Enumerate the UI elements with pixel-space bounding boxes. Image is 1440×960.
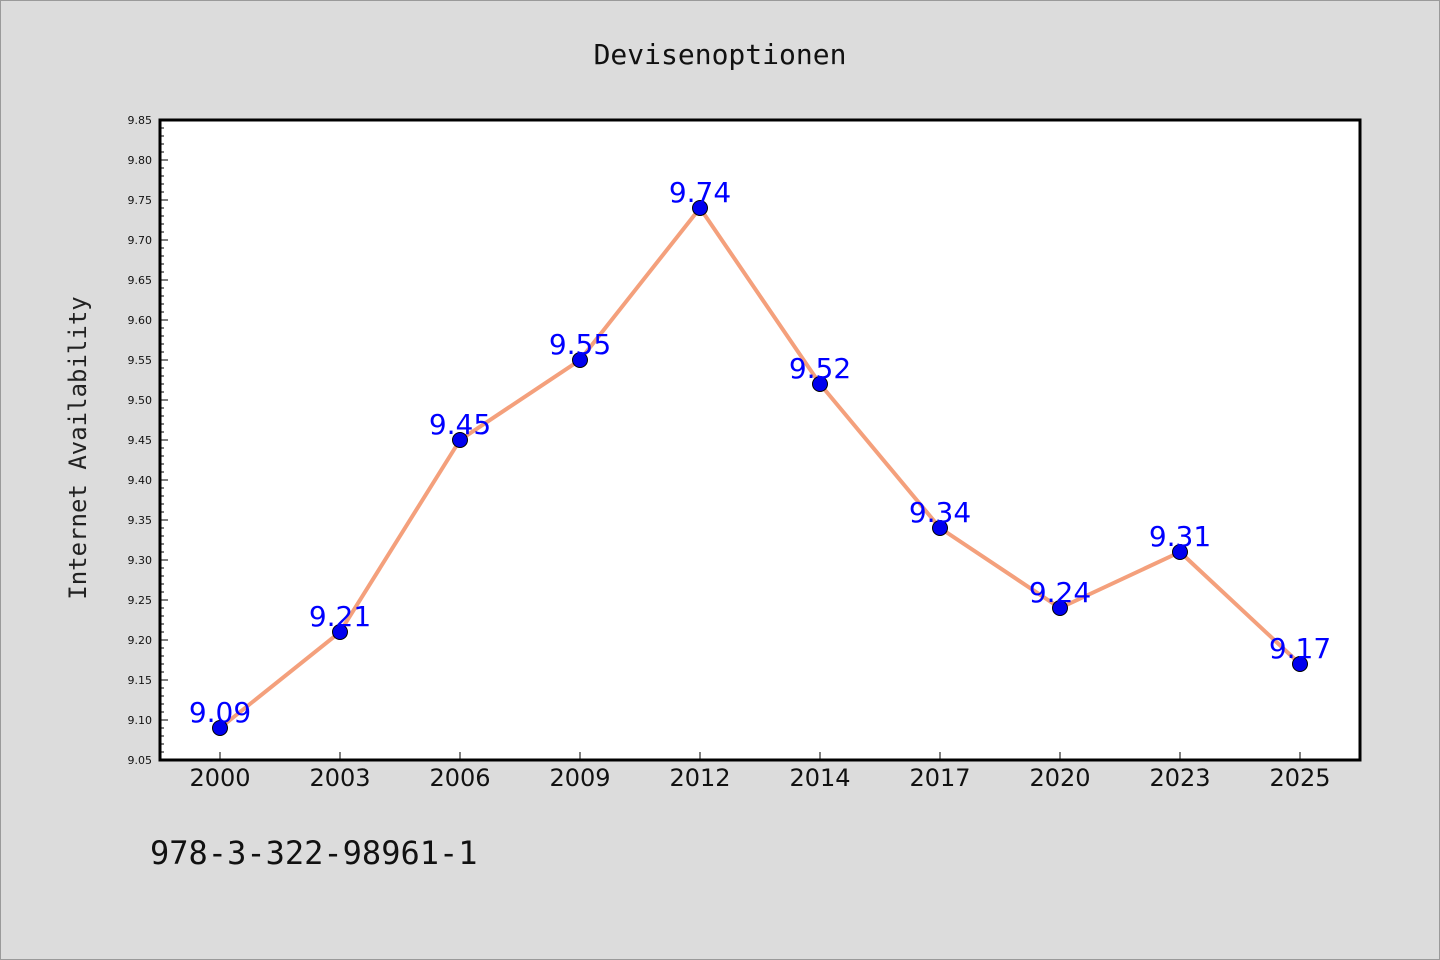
data-label: 9.21 (309, 600, 371, 633)
x-tick-label: 2025 (1269, 764, 1330, 792)
x-axis: 2000 2003 2006 2009 2012 2014 2017 2020 2023 2025 (189, 752, 1331, 792)
y-tick-label: 9.60 (128, 314, 153, 327)
series-layer: 9.09 9.21 9.45 9.55 9.74 9.52 9.34 9.24 9.31 9.17 (189, 176, 1331, 736)
x-tick-label: 2014 (789, 764, 850, 792)
y-tick-label: 9.10 (128, 714, 153, 727)
data-point (1052, 600, 1068, 616)
data-point (1172, 544, 1188, 560)
y-tick-label: 9.50 (128, 394, 153, 407)
data-label: 9.31 (1149, 520, 1211, 553)
x-tick-label: 2023 (1149, 764, 1210, 792)
data-label: 9.24 (1029, 576, 1091, 609)
y-tick-label: 9.55 (128, 354, 153, 367)
x-tick-label: 2017 (909, 764, 970, 792)
y-tick-label: 9.40 (128, 474, 153, 487)
data-point (812, 376, 828, 392)
x-tick-label: 2006 (429, 764, 490, 792)
data-label: 9.17 (1269, 632, 1331, 665)
footer-isbn: 978-3-322-98961-1 (150, 834, 478, 872)
y-tick-label: 9.65 (128, 274, 153, 287)
data-label: 9.45 (429, 408, 491, 441)
y-tick-label: 9.20 (128, 634, 153, 647)
x-tick-label: 2012 (669, 764, 730, 792)
y-axis: 9.05 9.10 9.15 9.20 9.25 9.30 9.35 9.40 9.45 9.50… (128, 114, 168, 767)
data-point (332, 624, 348, 640)
chart-title: Devisenoptionen (594, 38, 847, 71)
data-label: 9.55 (549, 328, 611, 361)
y-tick-label: 9.85 (128, 114, 153, 127)
data-point (932, 520, 948, 536)
data-point (1292, 656, 1308, 672)
data-label: 9.52 (789, 352, 851, 385)
data-point (452, 432, 468, 448)
y-tick-label: 9.75 (128, 194, 153, 207)
data-point (212, 720, 228, 736)
plot-area (158, 118, 1362, 762)
y-tick-label: 9.05 (128, 754, 153, 767)
y-tick-label: 9.35 (128, 514, 153, 527)
y-tick-label: 9.45 (128, 434, 153, 447)
y-tick-label: 9.70 (128, 234, 153, 247)
x-tick-label: 2000 (189, 764, 250, 792)
x-tick-label: 2020 (1029, 764, 1090, 792)
x-tick-label: 2009 (549, 764, 610, 792)
series-line (218, 206, 1302, 730)
data-label: 9.74 (669, 176, 731, 209)
y-tick-label: 9.15 (128, 674, 153, 687)
data-point (572, 352, 588, 368)
y-tick-label: 9.25 (128, 594, 153, 607)
data-label: 9.34 (909, 496, 971, 529)
y-tick-label: 9.30 (128, 554, 153, 567)
y-tick-label: 9.80 (128, 154, 153, 167)
x-tick-label: 2003 (309, 764, 370, 792)
data-label: 9.09 (189, 696, 251, 729)
y-axis-label: Internet Availability (64, 296, 92, 599)
data-point (692, 200, 708, 216)
